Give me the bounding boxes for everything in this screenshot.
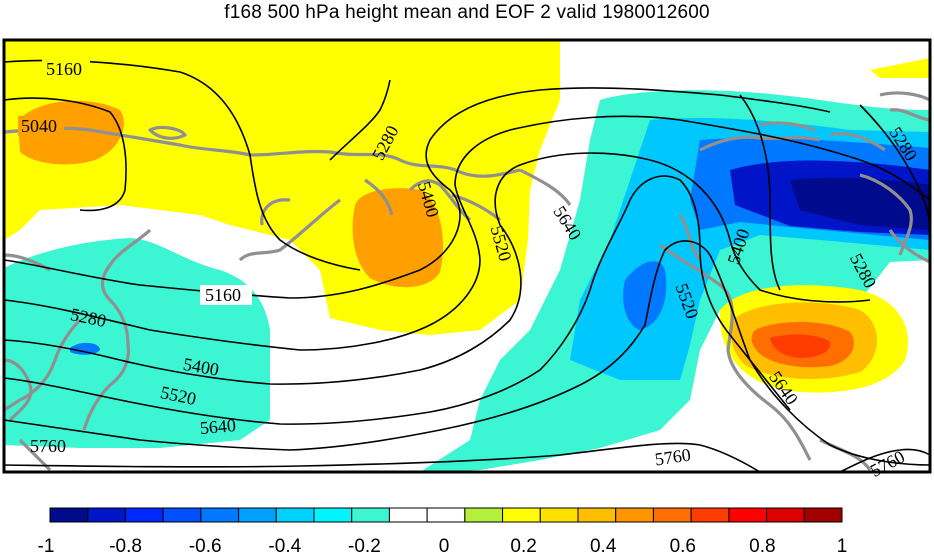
contour-label: 5760 — [30, 436, 66, 456]
colorbar-swatch — [615, 507, 654, 523]
contour-label: 5640 — [199, 415, 237, 438]
colorbar-swatch — [652, 507, 692, 523]
contour-label: 5160 — [205, 285, 241, 305]
colorbar-swatch — [728, 507, 768, 523]
colorbar-swatch — [388, 507, 428, 523]
colorbar-swatch — [238, 507, 277, 523]
colorbar-tick-label: 0.4 — [589, 536, 617, 557]
colorbar-swatch — [200, 507, 240, 523]
negative-anomaly-small — [70, 342, 100, 355]
height-contours — [4, 59, 930, 472]
colorbar-swatch — [539, 507, 579, 523]
colorbar-swatch — [577, 507, 617, 523]
colorbar-tick-label: -1 — [37, 536, 55, 557]
colorbar-swatch — [49, 507, 89, 523]
colorbar-swatch — [502, 507, 541, 523]
contour-label: 5760 — [654, 445, 692, 470]
eof-shading — [4, 40, 930, 472]
colorbar-tick-label: 0 — [438, 536, 450, 557]
positive-anomaly-northeast — [870, 58, 930, 78]
negative-anomaly-core-min — [790, 177, 930, 230]
colorbar-tick-label: -0.8 — [109, 536, 142, 557]
map-frame — [2, 38, 932, 474]
colorbar-tick-label: -0.2 — [348, 536, 381, 557]
positive-anomaly-east-max — [770, 334, 831, 358]
colorbar-tick-label: 0.8 — [749, 536, 776, 557]
colorbar-tick-label: 1 — [836, 536, 848, 557]
positive-anomaly-core-2 — [352, 188, 444, 288]
colorbar-swatch — [124, 507, 164, 523]
colorbar-swatch — [351, 507, 390, 523]
contour-label: 5160 — [46, 59, 82, 79]
colorbar-swatch — [464, 507, 504, 523]
map-title: f168 500 hPa height mean and EOF 2 valid… — [224, 2, 710, 23]
colorbar-tick-label: -0.6 — [188, 536, 222, 557]
colorbar — [49, 507, 843, 523]
colorbar-tick-label: 0.6 — [669, 536, 697, 557]
colorbar-swatch — [426, 507, 466, 523]
colorbar-swatch — [162, 507, 202, 523]
colorbar-swatch — [690, 507, 730, 523]
colorbar-swatch — [87, 507, 126, 523]
colorbar-swatch — [766, 507, 805, 523]
colorbar-tick-label: 0.2 — [510, 536, 537, 557]
colorbar-swatch — [275, 507, 315, 523]
contour-label: 5040 — [21, 116, 57, 136]
colorbar-swatch — [803, 507, 843, 523]
colorbar-swatch — [313, 507, 353, 523]
colorbar-tick-label: -0.4 — [268, 536, 302, 557]
